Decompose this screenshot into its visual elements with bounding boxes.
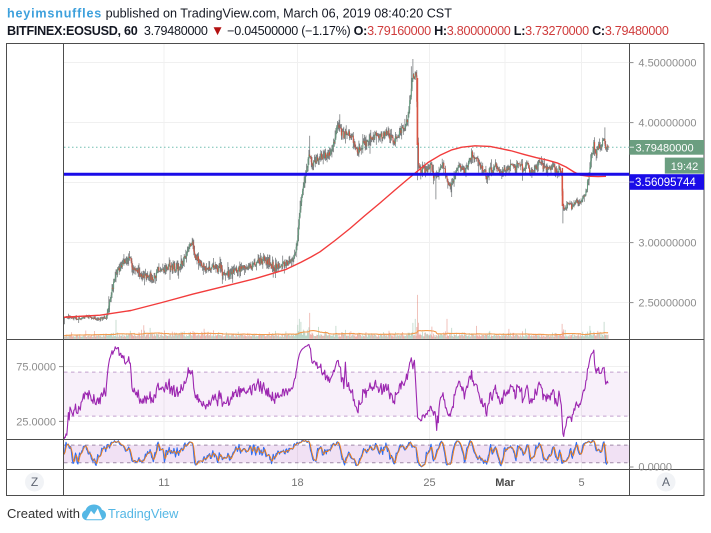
- svg-text:19:42: 19:42: [671, 161, 699, 173]
- svg-text:heyimsnuffles published on Tra: heyimsnuffles published on TradingView.c…: [7, 7, 452, 21]
- svg-text:A: A: [662, 475, 670, 489]
- svg-text:5: 5: [578, 477, 584, 489]
- svg-text:25: 25: [423, 477, 435, 489]
- svg-text:BITFINEX:EOSUSD, 60 3.7948000: BITFINEX:EOSUSD, 60 3.79480000 ▼ −0.0450…: [7, 23, 669, 38]
- svg-text:75.0000: 75.0000: [16, 362, 56, 374]
- svg-text:3.00000000: 3.00000000: [638, 238, 696, 250]
- svg-text:25.0000: 25.0000: [16, 416, 56, 428]
- svg-text:TradingView: TradingView: [108, 506, 179, 521]
- svg-text:11: 11: [158, 477, 169, 489]
- svg-text:Z: Z: [31, 475, 38, 489]
- svg-text:4.50000000: 4.50000000: [638, 58, 696, 70]
- svg-text:2.50000000: 2.50000000: [638, 298, 696, 310]
- svg-text:Mar: Mar: [495, 477, 515, 489]
- svg-text:0.0000: 0.0000: [638, 462, 672, 474]
- svg-text:3.79480000: 3.79480000: [636, 142, 694, 154]
- svg-text:Created with: Created with: [7, 506, 80, 521]
- svg-text:3.56095744: 3.56095744: [635, 177, 696, 189]
- svg-text:18: 18: [291, 477, 303, 489]
- svg-text:4.00000000: 4.00000000: [638, 118, 696, 130]
